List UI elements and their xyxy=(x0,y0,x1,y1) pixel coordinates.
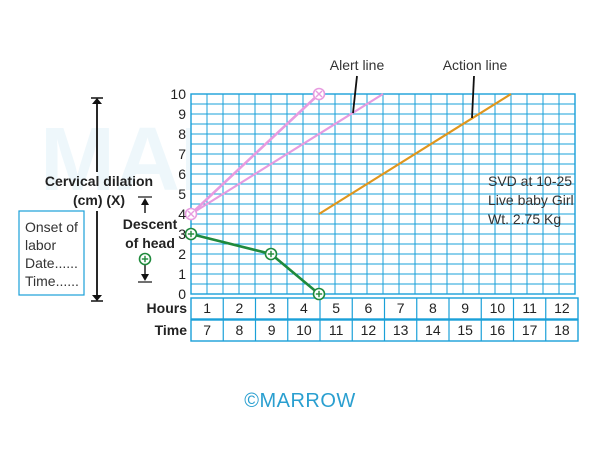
hours-cell: 9 xyxy=(461,300,469,316)
outcome-annotation-line: Live baby Girl xyxy=(488,192,574,208)
time-cell: 18 xyxy=(554,322,570,338)
hours-cell: 4 xyxy=(300,300,308,316)
y-tick-label: 2 xyxy=(178,246,186,262)
y-tick-label: 10 xyxy=(170,86,186,102)
outcome-annotation-line: SVD at 10-25 xyxy=(488,173,572,189)
time-cell: 14 xyxy=(425,322,441,338)
action-line-pointer xyxy=(471,75,475,119)
onset-box-line: Onset of xyxy=(25,219,78,235)
y-tick-label: 7 xyxy=(178,146,186,162)
time-cell: 11 xyxy=(329,322,344,338)
y-tick-label: 0 xyxy=(178,286,186,302)
action-line xyxy=(318,93,512,215)
y-tick-label: 3 xyxy=(178,226,186,242)
y-tick-label: 5 xyxy=(178,186,186,202)
hours-cell: 8 xyxy=(429,300,437,316)
time-cell: 12 xyxy=(361,322,377,338)
onset-box-line: labor xyxy=(25,237,56,253)
time-cell: 7 xyxy=(203,322,211,338)
action-line-label: Action line xyxy=(443,57,508,73)
hours-cell: 11 xyxy=(522,300,537,316)
descent-arrow-down-head xyxy=(141,274,149,281)
plot-series xyxy=(184,87,512,301)
time-cell: 8 xyxy=(235,322,243,338)
onset-of-labor-box xyxy=(18,210,85,296)
time-cell: 15 xyxy=(457,322,473,338)
y-axis-label-line2: (cm) (X) xyxy=(73,192,125,208)
footer-logo: ©MARROW xyxy=(244,390,356,412)
onset-box-line: Time...... xyxy=(25,273,79,289)
marker-x-b xyxy=(187,210,195,218)
alert-line-label: Alert line xyxy=(330,57,385,73)
onset-box-line: Date...... xyxy=(25,255,78,271)
time-cell: 13 xyxy=(393,322,409,338)
y-tick-label: 9 xyxy=(178,106,186,122)
y-axis-label-line1: Cervical dilation xyxy=(45,173,153,189)
hours-time-table: 1 2 3 4 5 6 7 8 9 10 11 127 8 9 10 11 12 13 14 15 16 17 18Hour… xyxy=(147,297,579,342)
time-cell: 16 xyxy=(490,322,506,338)
time-cell: 10 xyxy=(296,322,312,338)
y-tick-label: 4 xyxy=(178,206,186,222)
chart-grid xyxy=(190,93,576,295)
time-row-label: Time xyxy=(155,322,188,338)
marker-x-b xyxy=(315,90,323,98)
alert-line xyxy=(190,93,384,215)
time-cell: 9 xyxy=(268,322,276,338)
dilation-line xyxy=(190,93,320,215)
y-tick-label: 8 xyxy=(178,126,186,142)
hours-cell: 10 xyxy=(490,300,506,316)
chart-labels: 0 1 2 3 4 5 6 7 8 9 10 Alert line Action line SVD at … xyxy=(18,57,574,302)
outcome-annotation-line: Wt. 2.75 Kg xyxy=(488,211,561,227)
descent-label-line1: Descent xyxy=(123,216,178,232)
arrow-head-top xyxy=(92,98,102,104)
hours-cell: 12 xyxy=(554,300,570,316)
y-tick-label: 1 xyxy=(178,266,186,282)
hours-cell: 1 xyxy=(203,300,211,316)
descent-label-line2: of head xyxy=(125,235,175,251)
alert-line-pointer xyxy=(352,75,358,114)
hours-cell: 6 xyxy=(364,300,372,316)
hours-cell: 3 xyxy=(268,300,276,316)
hours-cell: 5 xyxy=(332,300,340,316)
descent-arrow-up-head xyxy=(141,198,149,205)
time-cell: 17 xyxy=(522,322,538,338)
y-tick-label: 6 xyxy=(178,166,186,182)
arrow-head-bottom xyxy=(92,295,102,301)
hours-row-label: Hours xyxy=(147,300,188,316)
hours-cell: 2 xyxy=(235,300,243,316)
hours-cell: 7 xyxy=(397,300,405,316)
